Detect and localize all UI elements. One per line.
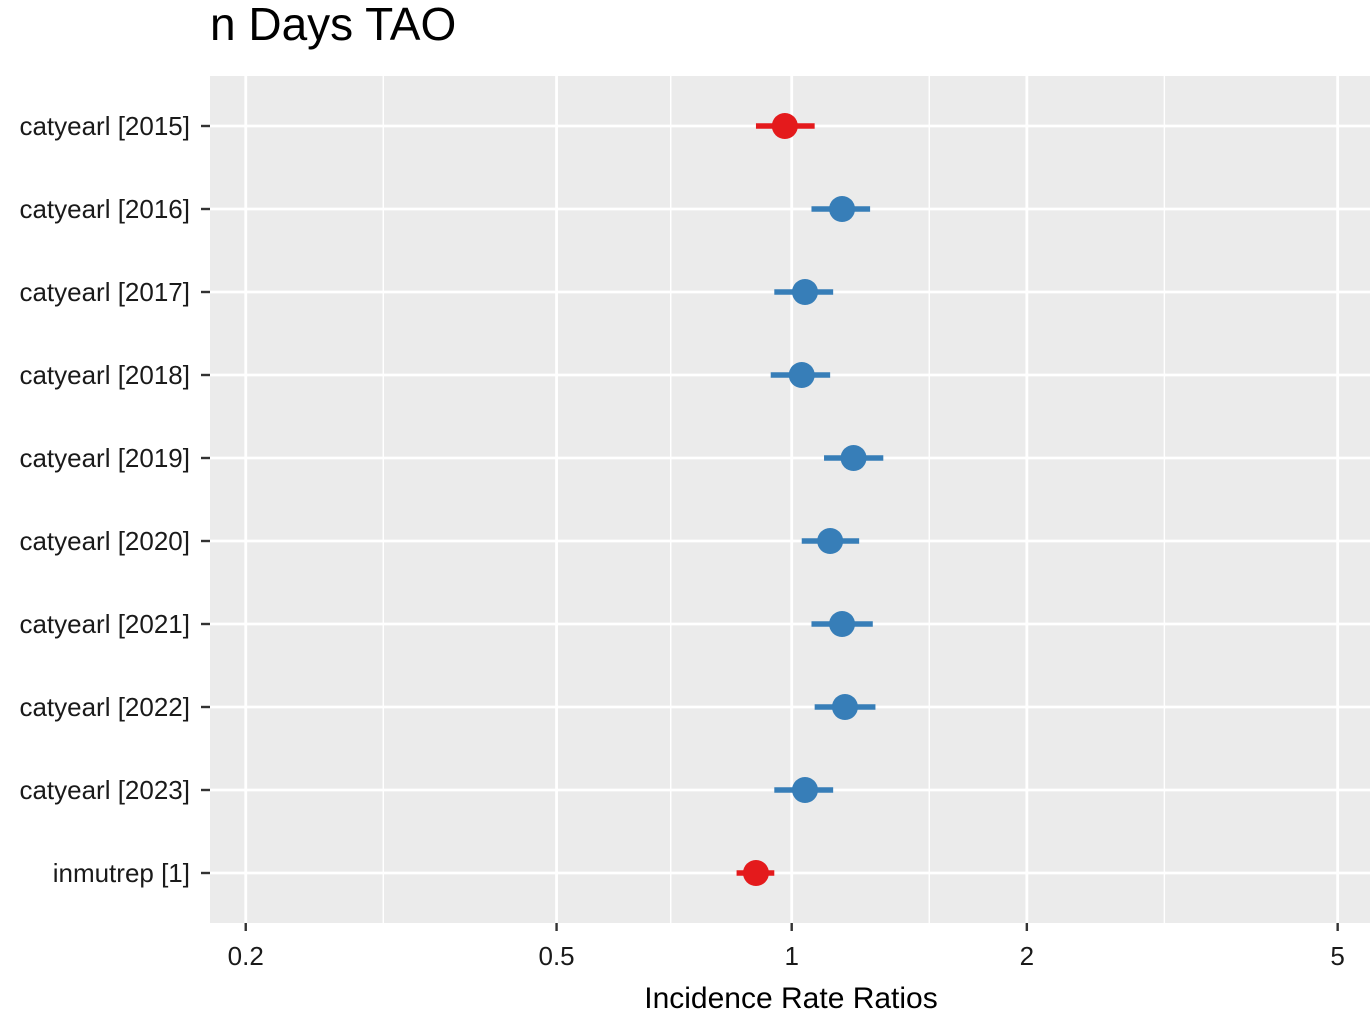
chart-title: n Days TAO xyxy=(210,0,456,50)
estimate-point xyxy=(771,113,798,139)
y-tick-label: catyearl [2021] xyxy=(19,609,190,639)
y-tick-label: catyearl [2022] xyxy=(19,692,190,722)
estimate-point xyxy=(817,528,844,554)
x-tick-label: 5 xyxy=(1330,941,1344,971)
y-tick-label: catyearl [2016] xyxy=(19,194,190,224)
plot-panel xyxy=(210,76,1370,923)
x-axis-label: Incidence Rate Ratios xyxy=(644,982,938,1009)
y-tick-label: catyearl [2023] xyxy=(19,775,190,805)
estimate-point xyxy=(831,694,858,720)
x-tick-label: 2 xyxy=(1020,941,1034,971)
minor-gridlines xyxy=(382,76,1166,923)
y-tick-label: catyearl [2018] xyxy=(19,360,190,390)
estimate-point xyxy=(792,279,819,305)
estimate-point xyxy=(829,196,856,222)
y-tick-label: inmutrep [1] xyxy=(53,858,190,888)
x-tick-label: 0.5 xyxy=(538,941,574,971)
y-tick-label: catyearl [2020] xyxy=(19,526,190,556)
y-axis: catyearl [2015] catyearl [2016] catyearl [… xyxy=(19,111,210,888)
estimate-marks xyxy=(736,113,884,886)
y-tick-label: catyearl [2019] xyxy=(19,443,190,473)
estimate-point xyxy=(829,611,856,637)
x-tick-label: 0.2 xyxy=(228,941,264,971)
x-axis: 0.2 0.5 1 2 5 xyxy=(228,923,1345,971)
x-tick-label: 1 xyxy=(784,941,798,971)
estimate-point xyxy=(792,777,819,803)
estimate-point xyxy=(788,362,815,388)
estimate-point xyxy=(742,860,769,886)
y-tick-label: catyearl [2017] xyxy=(19,277,190,307)
estimate-point xyxy=(840,445,867,471)
y-tick-label: catyearl [2015] xyxy=(19,111,190,141)
